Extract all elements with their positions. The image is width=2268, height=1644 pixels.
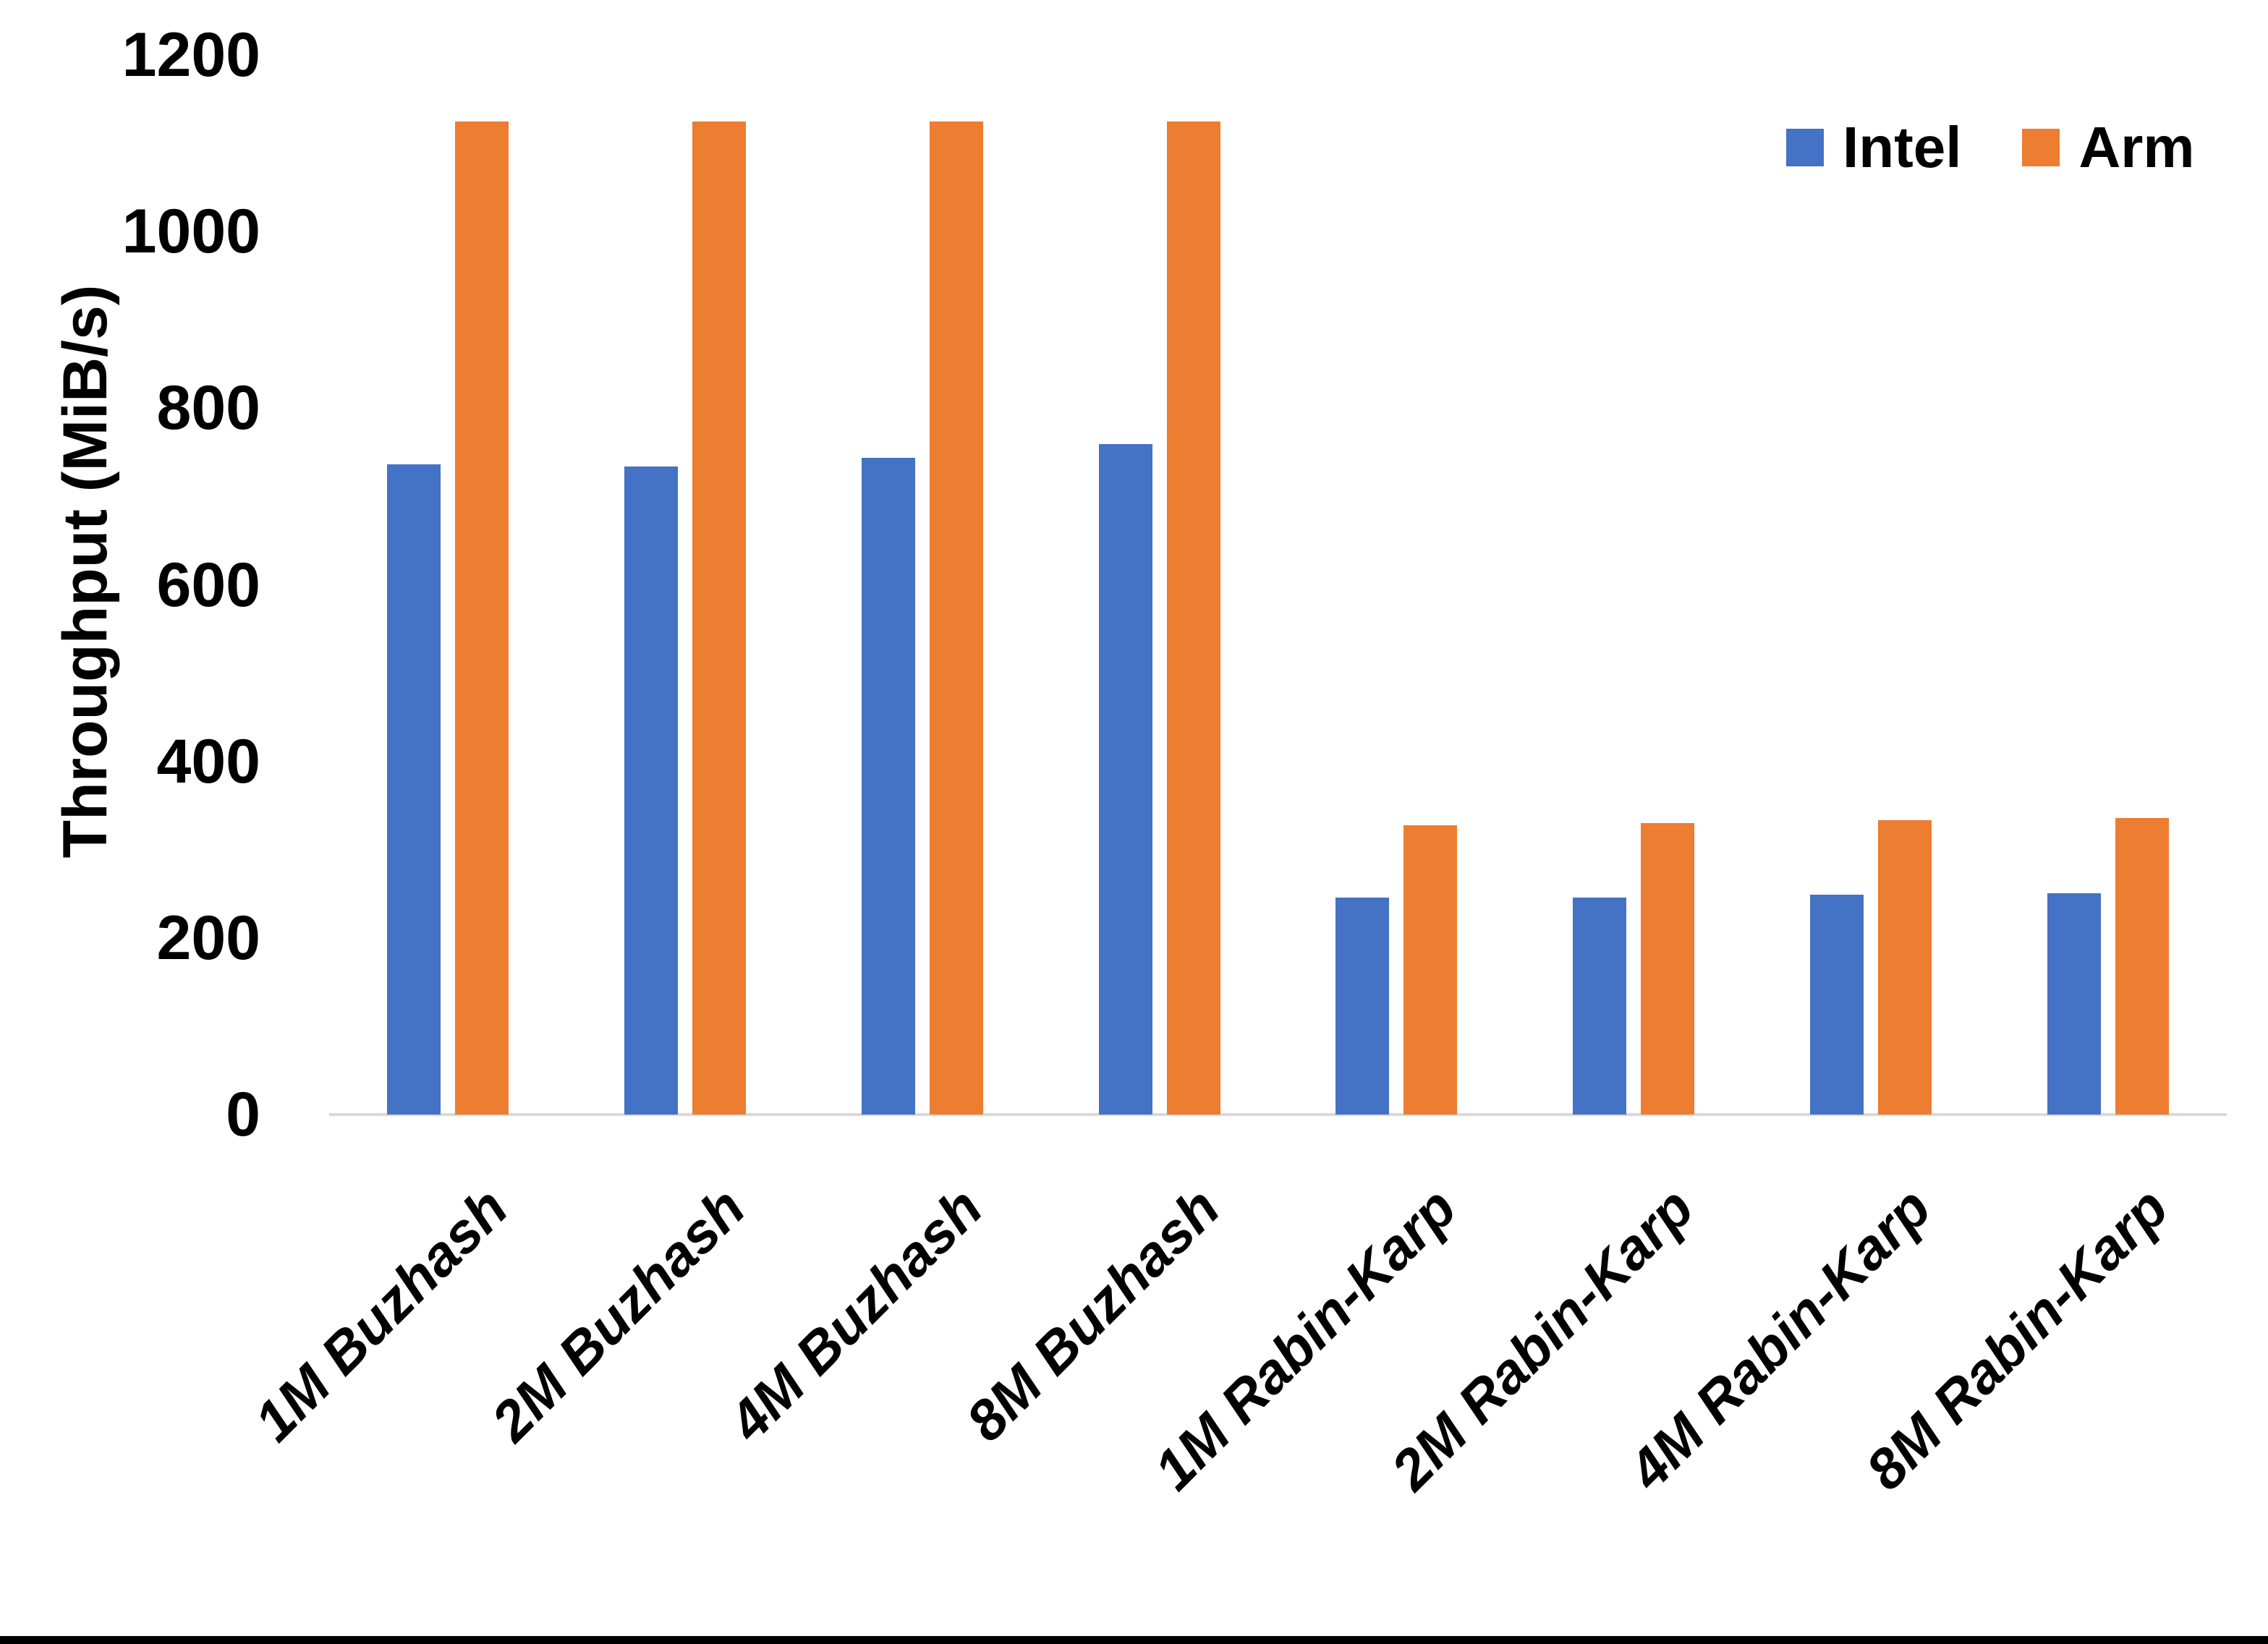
y-tick-label: 400 bbox=[156, 726, 261, 796]
x-axis-label: 1M Rabin-Karp bbox=[1142, 1175, 1469, 1502]
bar-arm-2 bbox=[692, 122, 746, 1115]
x-axis-label: 8M Rabin-Karp bbox=[1853, 1175, 2180, 1502]
bar-arm-8 bbox=[2115, 818, 2170, 1115]
bar-intel-5 bbox=[1335, 898, 1390, 1115]
bar-intel-7 bbox=[1810, 895, 1864, 1115]
legend-item-intel: Intel bbox=[1786, 119, 1961, 176]
x-axis-label: 8M Buzhash bbox=[953, 1175, 1231, 1454]
bar-intel-4 bbox=[1098, 444, 1152, 1115]
bar-intel-8 bbox=[2047, 893, 2102, 1115]
slide-bottom-border bbox=[0, 1636, 2268, 1644]
legend-arm-swatch-icon bbox=[2022, 129, 2060, 166]
legend-item-arm: Arm bbox=[2022, 115, 2195, 179]
bar-arm-3 bbox=[929, 122, 983, 1115]
bar-arm-1 bbox=[454, 122, 509, 1115]
y-tick-label: 1200 bbox=[122, 20, 260, 90]
x-axis-label: 2M Rabin-Karp bbox=[1379, 1175, 1706, 1502]
x-axis-baseline bbox=[329, 1113, 2227, 1116]
bar-arm-7 bbox=[1878, 820, 1932, 1115]
bar-arm-5 bbox=[1403, 825, 1458, 1115]
x-axis-label: 2M Buzhash bbox=[479, 1175, 757, 1454]
legend-intel-swatch-icon bbox=[1786, 129, 1824, 166]
y-tick-label: 1000 bbox=[122, 197, 260, 267]
y-tick-label: 0 bbox=[226, 1080, 260, 1149]
x-axis-label: 4M Buzhash bbox=[716, 1175, 995, 1454]
bar-intel-1 bbox=[386, 464, 441, 1115]
bar-intel-2 bbox=[624, 467, 678, 1115]
bar-arm-6 bbox=[1641, 823, 1695, 1115]
x-axis-label: 4M Rabin-Karp bbox=[1616, 1175, 1943, 1502]
y-tick-label: 200 bbox=[156, 903, 261, 973]
legend-intel-label: Intel bbox=[1843, 115, 1962, 179]
legend-arm-label: Arm bbox=[2078, 115, 2195, 179]
x-axis-label: 1M Buzhash bbox=[242, 1175, 520, 1454]
bar-intel-6 bbox=[1573, 898, 1627, 1115]
bar-intel-3 bbox=[861, 458, 915, 1115]
y-tick-label: 800 bbox=[156, 373, 261, 443]
bar-arm-4 bbox=[1166, 122, 1220, 1115]
legend: Intel Arm bbox=[1786, 119, 2195, 176]
y-tick-label: 600 bbox=[156, 550, 261, 620]
